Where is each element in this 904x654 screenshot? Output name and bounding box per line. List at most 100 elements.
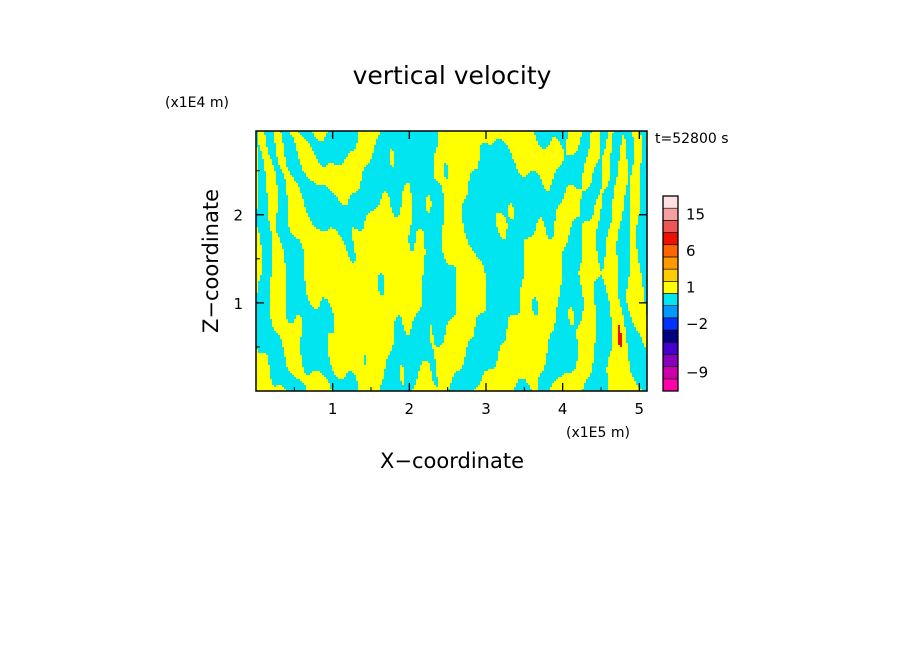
field-cell [584,135,587,138]
field-cell [338,133,341,136]
field-cell [352,133,355,136]
field-cell [276,133,279,136]
field-cell [594,133,597,136]
field-cell [440,135,443,138]
field-cell [630,135,633,138]
field-cell [272,135,275,138]
field-cell [436,137,439,140]
field-cell [294,139,297,142]
field-cell [468,131,471,134]
field-cell [634,133,637,136]
field-cell [626,137,629,140]
field-cell [506,135,509,138]
field-cell [410,133,413,136]
field-cell [362,131,365,134]
field-cell [420,135,423,138]
field-cell [502,131,505,134]
field-cell [430,131,433,134]
field-cell [272,137,275,140]
field-cell [398,131,401,134]
field-cell [498,135,501,138]
field-cell [288,133,291,136]
field-cell [546,131,549,134]
field-cell [436,133,439,136]
field-cell [432,131,435,134]
field-cell [626,133,629,136]
field-cell [534,131,537,134]
field-cell [422,137,425,140]
field-cell [588,137,591,140]
field-cell [486,133,489,136]
field-cell [348,131,351,134]
field-cell [596,133,599,136]
field-cell [566,135,569,138]
field-cell [258,139,261,142]
field-cell [524,135,527,138]
field-cell [570,137,573,140]
field-cell [384,133,387,136]
field-cell [578,135,581,138]
field-cell [450,133,453,136]
field-cell [406,135,409,138]
field-cell [620,133,623,136]
field-cell [472,133,475,136]
field-cell [608,131,611,134]
field-cell [270,139,273,142]
field-cell [414,135,417,138]
field-cell [492,133,495,136]
field-cell [260,131,263,134]
field-cell [284,139,287,142]
field-cell [478,131,481,134]
field-cell [380,137,383,140]
field-cell [310,139,313,142]
field-cell [330,137,333,140]
field-cell [640,137,643,140]
field-cell [482,133,485,136]
field-cell [644,137,647,140]
field-cell [480,131,483,134]
field-cell [422,135,425,138]
field-cell [414,137,417,140]
field-cell [608,137,611,140]
field-cell [416,135,419,138]
field-cell [410,131,413,134]
field-cell [268,131,271,134]
field-cell [500,137,503,140]
field-cell [610,131,613,134]
field-cell [296,133,299,136]
field-cell [552,137,555,140]
field-cell [632,135,635,138]
field-cell [564,133,567,136]
velocity-field [256,131,647,391]
field-cell [644,135,647,138]
field-cell [464,131,467,134]
field-cell [380,131,383,134]
field-cell [566,131,569,134]
field-cell [396,137,399,140]
field-cell [378,135,381,138]
field-cell [624,137,627,140]
field-cell [552,133,555,136]
field-cell [490,137,493,140]
field-cell [500,133,503,136]
field-cell [264,135,267,138]
field-cell [520,135,523,138]
field-cell [438,135,441,138]
field-cell [606,133,609,136]
field-cell [620,137,623,140]
field-cell [540,133,543,136]
y-unit-label: (x1E4 m) [165,95,229,111]
field-cell [418,131,421,134]
field-cell [308,135,311,138]
field-cell [578,133,581,136]
field-cell [448,131,451,134]
field-cell [626,135,629,138]
field-cell [494,137,497,140]
field-cell [278,135,281,138]
field-cell [394,137,397,140]
field-cell [620,131,623,134]
field-cell [436,135,439,138]
field-cell [444,135,447,138]
field-cell [262,131,265,134]
